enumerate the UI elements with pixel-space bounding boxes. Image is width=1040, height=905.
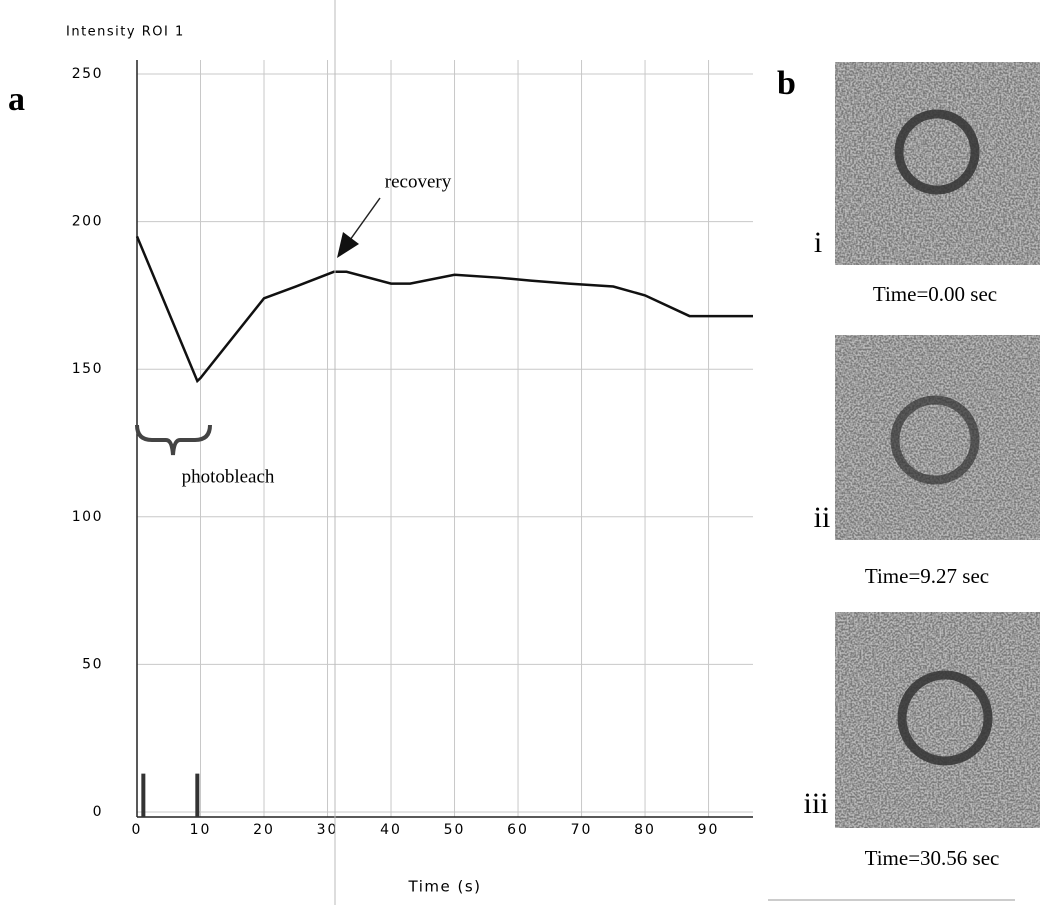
y-tick-label: 250: [72, 66, 103, 82]
x-tick-label: 50: [444, 822, 466, 838]
y-tick-label: 0: [93, 804, 103, 820]
image-numeral: ii: [814, 501, 831, 534]
micrograph-i: [835, 62, 1040, 265]
micrograph-noise: [835, 62, 1040, 265]
image-caption: Time=30.56 sec: [865, 846, 1000, 870]
event-marker: [195, 773, 200, 817]
panel-label: b: [777, 65, 796, 102]
image-numeral: i: [814, 226, 822, 259]
brace: [135, 424, 212, 456]
micrograph-iii: [835, 612, 1040, 828]
x-tick-label: 20: [253, 822, 275, 838]
arrow-head: [337, 232, 359, 258]
x-axis-title: Time (s): [408, 878, 482, 896]
y-tick-label: 100: [72, 509, 103, 525]
event-marker: [141, 773, 146, 817]
image-caption: Time=9.27 sec: [865, 564, 989, 588]
annotation: photobleach: [182, 466, 275, 487]
y-tick-label: 150: [72, 361, 103, 377]
image-numeral: iii: [803, 787, 828, 820]
panel-label: a: [8, 81, 25, 118]
micrograph-ii: [835, 335, 1040, 540]
x-tick-label: 60: [507, 822, 529, 838]
annotation: recovery: [385, 171, 452, 192]
plot: 0 50 100 150 200 250 0 10 20 30 40 50 60 70 80 90: [72, 60, 753, 838]
y-axis-title: Intensity ROI 1: [66, 25, 185, 40]
x-tick-label: 70: [571, 822, 593, 838]
x-tick-label: 10: [190, 822, 212, 838]
x-tick-label: 0: [132, 822, 143, 838]
bleach-region: [897, 670, 993, 766]
micrograph-noise: [835, 612, 1040, 828]
x-tick-label: 80: [634, 822, 656, 838]
data-line: [135, 235, 753, 384]
image-caption: Time=0.00 sec: [873, 282, 997, 306]
arrow-shaft: [349, 197, 381, 241]
bleach-region: [890, 395, 980, 485]
y-tick-label: 200: [72, 214, 103, 230]
x-tick-label: 30: [317, 822, 339, 838]
bleach-region: [894, 109, 980, 195]
x-tick-label: 90: [698, 822, 720, 838]
x-tick-label: 40: [380, 822, 402, 838]
y-tick-label: 50: [82, 656, 103, 672]
micrograph-noise: [835, 335, 1040, 540]
